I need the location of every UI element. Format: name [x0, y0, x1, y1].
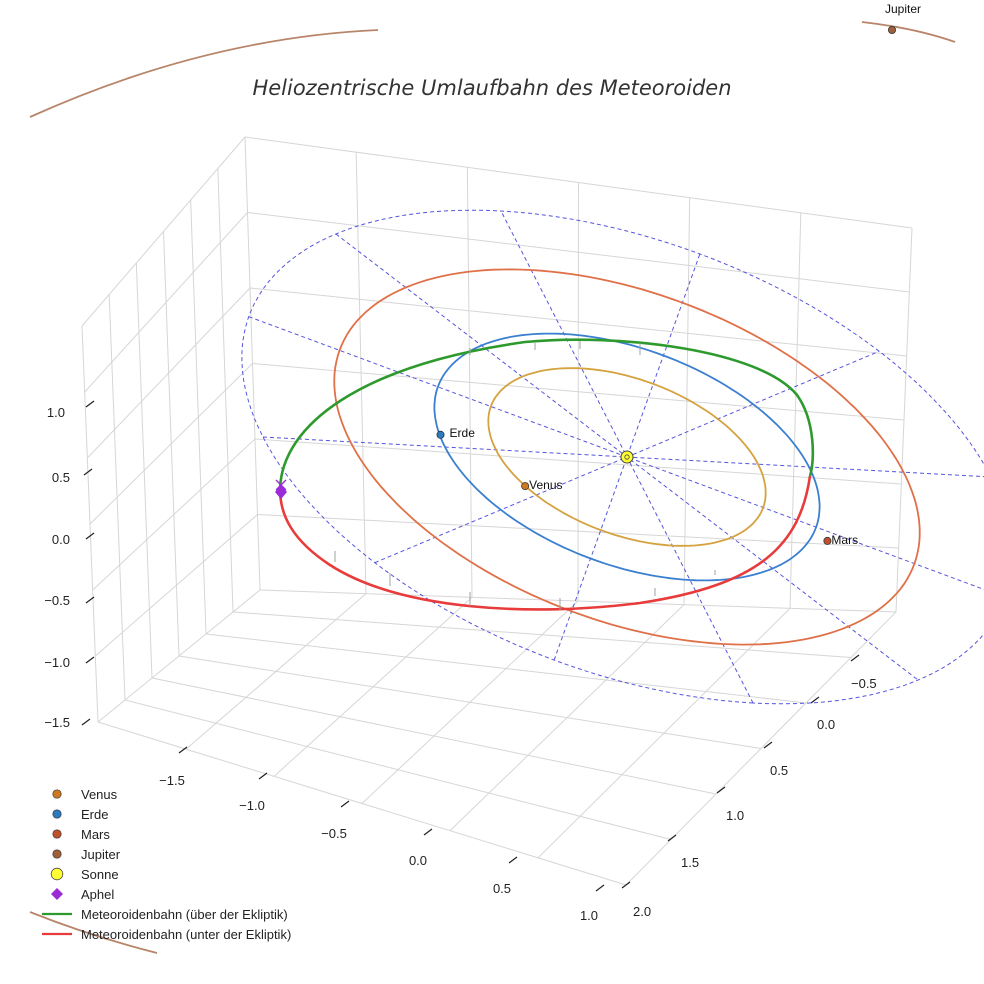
legend-item: Jupiter — [52, 847, 121, 862]
sun-marker — [620, 450, 634, 464]
planet-label-erde: Erde — [450, 426, 476, 440]
z-tick-mark — [83, 468, 93, 476]
meteoroid-orbit-above — [278, 338, 815, 490]
y-tick-label: 0.5 — [770, 763, 788, 778]
ecliptic-spoke — [248, 316, 984, 590]
y-tick-label: −0.5 — [851, 676, 877, 691]
legend-marker — [52, 829, 62, 839]
planet-marker-jupiter — [888, 25, 897, 34]
planet-marker-mars — [823, 536, 832, 545]
x-tick-label: 0.0 — [409, 853, 427, 868]
ecliptic-spoke — [553, 253, 701, 661]
sun-center — [624, 454, 630, 460]
z-tick-mark — [85, 596, 95, 604]
wall-grid-line — [89, 363, 253, 525]
z-tick-label: −1.5 — [44, 715, 70, 730]
tick-labels: −1.5 −1.0 −0.5 0.0 0.5 1.0 −1.5 −1.0 −0.5 0.0 0.5 1… — [44, 400, 877, 923]
planet-label-jupiter: Jupiter — [885, 2, 921, 16]
y-tick-mark — [850, 654, 860, 662]
legend-item: Sonne — [50, 867, 119, 882]
x-tick-label: 1.0 — [580, 908, 598, 923]
orbits-group — [278, 268, 921, 646]
legend: Venus Erde Mars Jupiter Sonne Aphel Meteoroide… — [42, 787, 291, 942]
axes-grid — [81, 136, 913, 886]
bodies-group: Venus Erde Mars Jupiter — [275, 2, 921, 547]
x-tick-mark — [340, 800, 350, 808]
orbit-erde — [433, 332, 821, 582]
x-tick-mark — [423, 828, 433, 836]
z-tick-label: 1.0 — [47, 405, 65, 420]
orbit-venus — [487, 367, 767, 547]
legend-label: Sonne — [81, 867, 119, 882]
legend-item: Aphel — [51, 887, 114, 902]
legend-label: Erde — [81, 807, 108, 822]
z-tick-label: −0.5 — [44, 593, 70, 608]
legend-marker — [50, 867, 64, 881]
z-tick-mark — [85, 400, 95, 408]
legend-label: Meteoroidenbahn (unter der Ekliptik) — [81, 927, 291, 942]
legend-item: Mars — [52, 827, 110, 842]
x-tick-mark — [258, 772, 268, 780]
planet-label-mars: Mars — [831, 533, 858, 547]
legend-marker — [52, 849, 62, 859]
legend-item: Venus — [52, 787, 118, 802]
wall-grid-line — [190, 199, 207, 635]
wall-grid-line — [84, 212, 248, 393]
x-tick-mark — [178, 746, 188, 754]
floor-grid-line — [537, 607, 791, 859]
orbit-jupiter — [861, 21, 956, 43]
legend-label: Mars — [81, 827, 110, 842]
ecliptic-reference-grid — [241, 209, 984, 705]
y-tick-mark — [667, 834, 677, 842]
x-tick-mark — [595, 884, 605, 892]
y-tick-label: 1.0 — [726, 808, 744, 823]
x-tick-label: 0.5 — [493, 881, 511, 896]
legend-label: Meteoroidenbahn (über der Ekliptik) — [81, 907, 288, 922]
x-tick-label: −0.5 — [321, 826, 347, 841]
y-tick-mark — [763, 741, 773, 749]
z-tick-label: 0.0 — [52, 532, 70, 547]
legend-item: Meteoroidenbahn (über der Ekliptik) — [42, 907, 288, 922]
x-tick-mark — [508, 856, 518, 864]
x-tick-label: −1.0 — [239, 798, 265, 813]
legend-item: Meteoroidenbahn (unter der Ekliptik) — [42, 927, 291, 942]
planet-marker-erde — [436, 430, 445, 439]
z-tick-mark — [81, 718, 91, 726]
meteoroid-orbit-below — [278, 475, 812, 611]
floor-grid-line — [449, 604, 685, 832]
z-tick-label: 0.5 — [52, 470, 70, 485]
y-tick-mark — [810, 696, 820, 704]
z-tick-label: −1.0 — [44, 655, 70, 670]
orbit-jupiter — [29, 29, 379, 118]
legend-label: Jupiter — [81, 847, 121, 862]
orbit-mars — [333, 268, 921, 646]
y-tick-mark — [716, 786, 726, 794]
legend-marker — [51, 888, 63, 900]
floor-grid-line — [361, 600, 579, 804]
x-tick-label: −1.5 — [159, 773, 185, 788]
legend-marker — [52, 809, 62, 819]
z-tick-mark — [85, 532, 95, 540]
orbit-jupiter — [29, 911, 158, 954]
planet-label-venus: Venus — [529, 478, 562, 492]
floor-grid-line — [232, 611, 852, 658]
y-tick-label: 2.0 — [633, 904, 651, 919]
legend-label: Venus — [81, 787, 118, 802]
legend-marker — [52, 789, 62, 799]
legend-label: Aphel — [81, 887, 114, 902]
planet-marker-venus — [521, 482, 530, 491]
aphel-marker — [275, 485, 287, 499]
y-tick-label: 1.5 — [681, 855, 699, 870]
legend-item: Erde — [52, 807, 108, 822]
y-tick-mark — [621, 881, 631, 889]
wall-grid-line — [217, 168, 234, 613]
chart-title: Heliozentrische Umlaufbahn des Meteoroid… — [252, 76, 731, 100]
y-tick-label: 0.0 — [817, 717, 835, 732]
jupiter-orbit-group — [29, 21, 956, 954]
z-tick-mark — [85, 656, 95, 664]
ecliptic-reference-circle — [241, 209, 984, 705]
